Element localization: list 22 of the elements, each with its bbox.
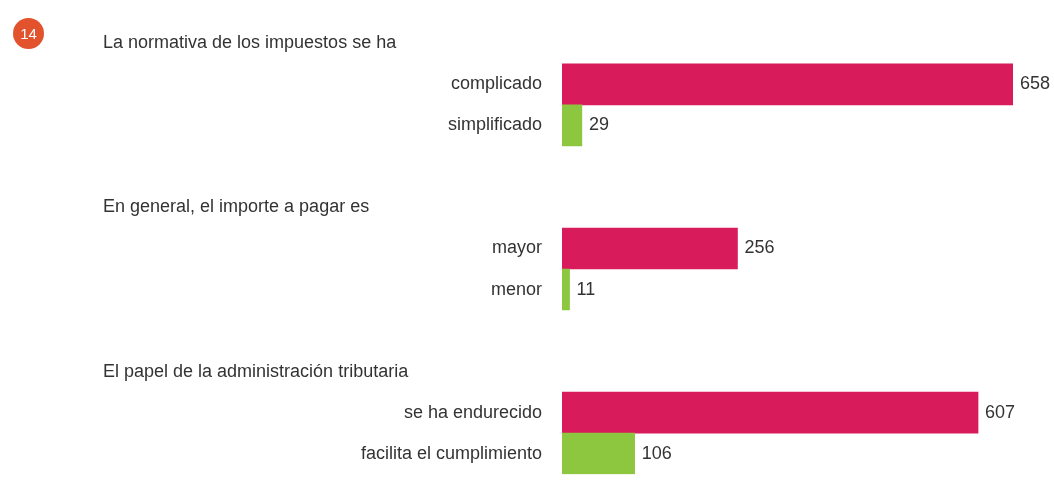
text: El papel de la administración tributaria [103,360,410,381]
text: La normativa de los impuestos se ha [103,32,398,53]
bar [562,104,583,147]
y-tick-label: facilita el cumplimiento [360,442,542,463]
y-tick-label: simplificado [447,114,542,135]
data-label: 11 [576,278,596,299]
bar [562,432,635,475]
bar [562,63,1013,106]
y-tick-label: se ha endurecido [403,401,542,422]
data-label: 607 [985,401,1016,422]
text: En general, el importe a pagar es [103,196,370,217]
bar [562,391,979,434]
bar [562,268,570,311]
y-tick-label: menor [490,278,542,299]
y-tick-label: complicado [450,73,542,94]
data-label: 256 [744,237,775,258]
data-label: 106 [641,442,672,463]
bar [562,227,738,270]
data-label: 29 [588,114,609,135]
y-tick-label: mayor [491,237,542,258]
data-label: 658 [1020,73,1051,94]
text: 14 [13,18,44,49]
